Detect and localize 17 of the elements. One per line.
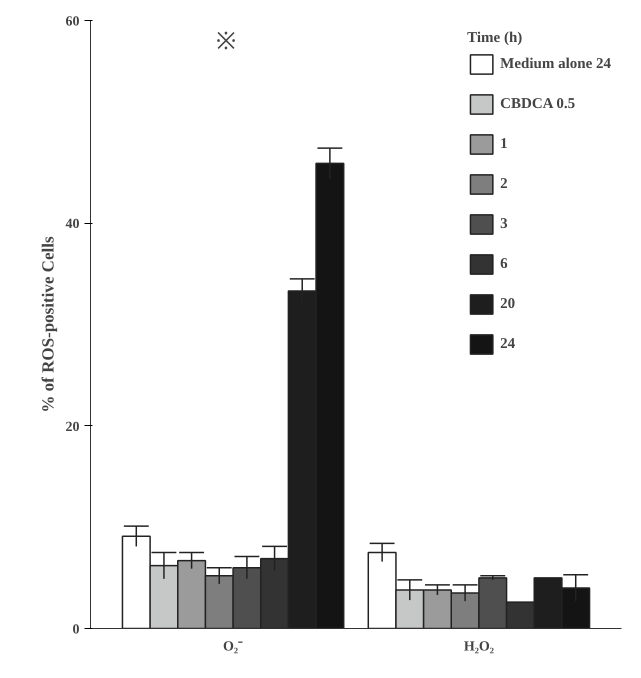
legend-label: 24 xyxy=(500,336,516,352)
y-tick-label: 40 xyxy=(66,217,80,232)
legend-label: 2 xyxy=(500,176,509,192)
legend-label: 3 xyxy=(500,216,509,232)
annotation: ※ xyxy=(216,28,236,55)
legend-label: 1 xyxy=(500,136,509,152)
legend-label: 6 xyxy=(500,256,509,272)
legend-label: Medium alone 24 xyxy=(500,56,611,72)
y-tick-label: 0 xyxy=(72,622,80,638)
y-tick-label: 20 xyxy=(66,420,80,435)
legend-title: Time (h) xyxy=(467,30,524,47)
x-tick-label: O₂⁻ xyxy=(223,640,244,654)
y-tick-label: 60 xyxy=(66,14,80,30)
x-tick-label: H₂O₂ xyxy=(464,640,494,654)
legend-label: CBDCA 0.5 xyxy=(500,96,576,112)
y-axis-title: % of ROS-positive Cells xyxy=(38,236,58,413)
legend-label: 20 xyxy=(500,296,516,312)
